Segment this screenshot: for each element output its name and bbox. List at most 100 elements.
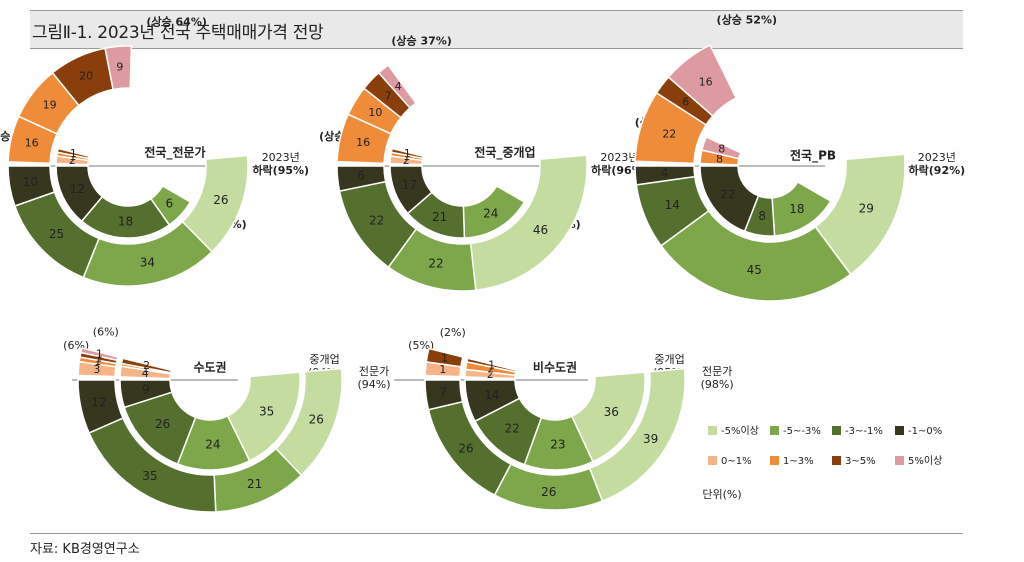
slice-label: 21: [432, 210, 447, 224]
slice-label: 14: [484, 388, 499, 402]
chart-title: 전국_전문가: [144, 145, 205, 161]
chart-title: 전국_중개업: [474, 145, 535, 161]
slice-label: 22: [369, 213, 384, 227]
series-up-summary: (상승 52%): [717, 13, 777, 27]
series-up-summary: (2%): [440, 326, 466, 339]
slice-label: 6: [357, 169, 365, 183]
slice-label: 12: [91, 396, 106, 410]
donut-slice: [56, 147, 91, 160]
legend-swatch: [895, 456, 904, 465]
slice-label: 7: [439, 385, 447, 399]
slice-label: 3: [93, 363, 100, 376]
legend-swatch: [832, 426, 841, 435]
chart-title: 수도권: [193, 361, 226, 375]
slice-label: 19: [43, 98, 57, 111]
slice-label: 29: [859, 202, 874, 216]
series-summary: (94%): [358, 378, 391, 391]
series-up-summary: (상승 37%): [391, 34, 451, 48]
unit-label: 단위(%): [702, 488, 741, 501]
slice-label: 1: [403, 150, 410, 163]
slice-label: 26: [458, 441, 473, 455]
slice-label: 16: [699, 75, 713, 88]
slice-label: 35: [142, 469, 157, 483]
slice-label: 2: [143, 359, 150, 372]
donut-slice: [336, 165, 387, 192]
slice-label: 1: [404, 147, 411, 160]
slice-label: 9: [142, 383, 150, 397]
slice-label: 36: [604, 405, 619, 419]
donut-slice: [79, 347, 119, 362]
slice-label: 1: [95, 351, 102, 364]
slice-label: 4: [661, 166, 669, 180]
legend-label: 1~3%: [783, 456, 814, 467]
donut-slice: [699, 165, 760, 233]
donut-slice: [120, 357, 173, 374]
donut-slice: [390, 147, 425, 160]
slice-label: 1: [70, 147, 77, 160]
slice-label: 8: [758, 209, 766, 223]
slice-label: 17: [402, 178, 417, 192]
donut-slice: [7, 165, 56, 207]
slice-label: 21: [247, 477, 262, 491]
legend-swatch: [708, 426, 717, 435]
slice-label: 26: [213, 193, 228, 207]
slice-label: 1: [441, 352, 448, 365]
donut-slice: [377, 64, 417, 109]
slice-label: 26: [541, 485, 556, 499]
slice-label: 39: [643, 432, 658, 446]
slice-label: 1: [488, 359, 495, 372]
legend-label: -5%이상: [721, 425, 759, 437]
legend-swatch: [895, 426, 904, 435]
slice-label: 6: [682, 96, 689, 109]
legend-label: 5%이상: [908, 455, 942, 467]
slice-label: 9: [116, 60, 123, 73]
series-up-summary: (상승 64%): [146, 14, 206, 28]
slice-label: 10: [23, 175, 38, 189]
slice-label: 22: [720, 187, 735, 201]
chart-title: 전국_PB: [790, 148, 836, 164]
slice-label: 25: [49, 227, 64, 241]
slice-label: 8: [718, 143, 725, 156]
page-title: 그림Ⅱ-1. 2023년 전국 주택매매가격 전망: [32, 23, 324, 43]
slice-label: 4: [142, 367, 149, 380]
legend-label: 3~5%: [845, 456, 876, 467]
donut-slice: [700, 136, 742, 160]
series-up-summary: (5%): [408, 339, 434, 352]
bottom-divider: [30, 533, 963, 534]
slice-label: 22: [428, 257, 443, 271]
slice-label: 2: [487, 368, 494, 381]
series-summary: 하락(92%): [909, 163, 966, 177]
slice-label: 2: [487, 363, 494, 376]
slice-label: 16: [356, 136, 370, 149]
slice-label: 22: [504, 421, 519, 435]
series-summary: 하락(95%): [252, 163, 309, 177]
donut-slice: [425, 347, 464, 368]
series-summary: (98%): [701, 378, 734, 391]
donut-slice: [667, 44, 738, 117]
donut-slice: [424, 379, 464, 411]
legend-label: 0~1%: [721, 456, 752, 467]
slice-label: 45: [747, 263, 762, 277]
legend-swatch: [770, 456, 779, 465]
series-name: 중개업: [654, 353, 684, 366]
slice-label: 18: [789, 202, 804, 216]
slice-label: 26: [155, 417, 170, 431]
source-note: 자료: KB경영연구소: [30, 542, 140, 557]
legend-label: -3~-1%: [845, 426, 883, 437]
slice-label: 10: [368, 106, 382, 119]
slice-label: 8: [716, 152, 723, 165]
donut-slice: [634, 165, 696, 186]
donut-slice: [104, 45, 133, 91]
series-name: 전문가: [702, 365, 732, 378]
legend-swatch: [832, 456, 841, 465]
donut-slice: [389, 165, 433, 215]
slice-label: 46: [533, 223, 548, 237]
series-name: 2023년: [600, 151, 638, 164]
donut-slice: [464, 379, 521, 423]
donut-slice: [465, 357, 518, 373]
donut-slice: [55, 165, 104, 223]
series-up-summary: (6%): [93, 326, 119, 339]
series-name: 중개업: [309, 353, 339, 366]
chart-title: 비수도권: [533, 360, 577, 375]
slice-label: 18: [118, 214, 133, 228]
